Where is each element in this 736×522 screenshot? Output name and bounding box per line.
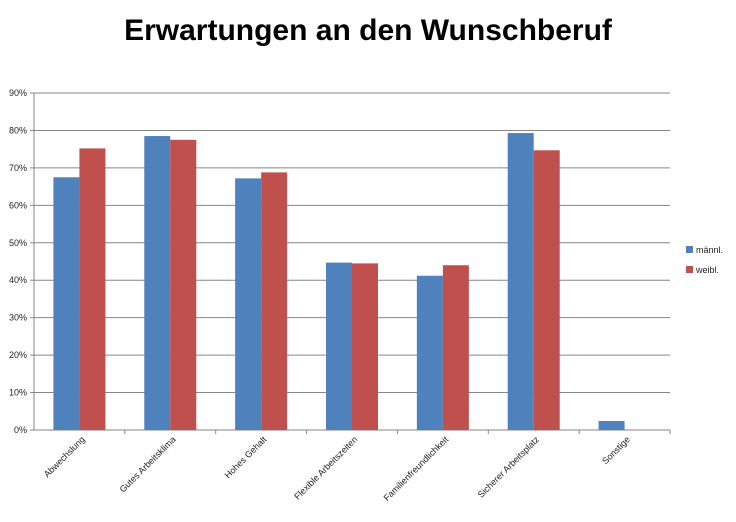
legend-swatch [686,246,693,253]
x-category-label: Familienfreundlichkeit [382,434,451,503]
bar-maennl [235,178,262,430]
y-tick-label: 20% [9,350,27,360]
bar-weibl [170,139,197,431]
bar-weibl [442,265,469,430]
y-tick-label: 90% [9,88,27,98]
x-category-label: Abwechslung [42,434,87,479]
bar-weibl [533,150,560,431]
bar-weibl [79,148,106,430]
bar-maennl [326,262,352,430]
bar-maennl [507,133,534,430]
legend-label: männl. [696,245,723,255]
y-tick-label: 0% [14,425,27,435]
y-tick-label: 30% [9,313,27,323]
y-tick-label: 10% [9,388,27,398]
x-category-label: Hohes Gehalt [223,434,269,480]
x-category-label: Sonstige [600,434,632,466]
chart-title: Erwartungen an den Wunschberuf [124,14,612,47]
y-tick-label: 60% [9,200,27,210]
bar-maennl [144,136,171,431]
bar-weibl [352,263,378,430]
x-category-label: Sicherer Arbeitsplatz [476,434,542,500]
bar-maennl [416,275,443,430]
bar-maennl [598,421,625,430]
bar-maennl [53,177,80,430]
y-tick-label: 40% [9,275,27,285]
x-category-label: Flexible Arbeitszeiten [292,434,359,501]
y-tick-label: 50% [9,238,27,248]
y-tick-label: 80% [9,125,27,135]
bar-weibl [261,172,288,431]
legend-label: weibl. [695,265,719,275]
x-category-label: Gutes Arbeitsklima [118,434,178,494]
y-tick-label: 70% [9,163,27,173]
legend-swatch [686,266,693,273]
